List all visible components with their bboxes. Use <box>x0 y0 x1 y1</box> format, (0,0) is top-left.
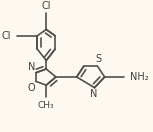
Text: CH₃: CH₃ <box>38 101 54 110</box>
Text: NH₂: NH₂ <box>130 72 149 82</box>
Text: O: O <box>27 83 35 93</box>
Text: N: N <box>90 89 97 99</box>
Text: Cl: Cl <box>2 30 11 41</box>
Text: Cl: Cl <box>41 1 51 11</box>
Text: S: S <box>96 54 102 64</box>
Text: N: N <box>28 62 35 72</box>
